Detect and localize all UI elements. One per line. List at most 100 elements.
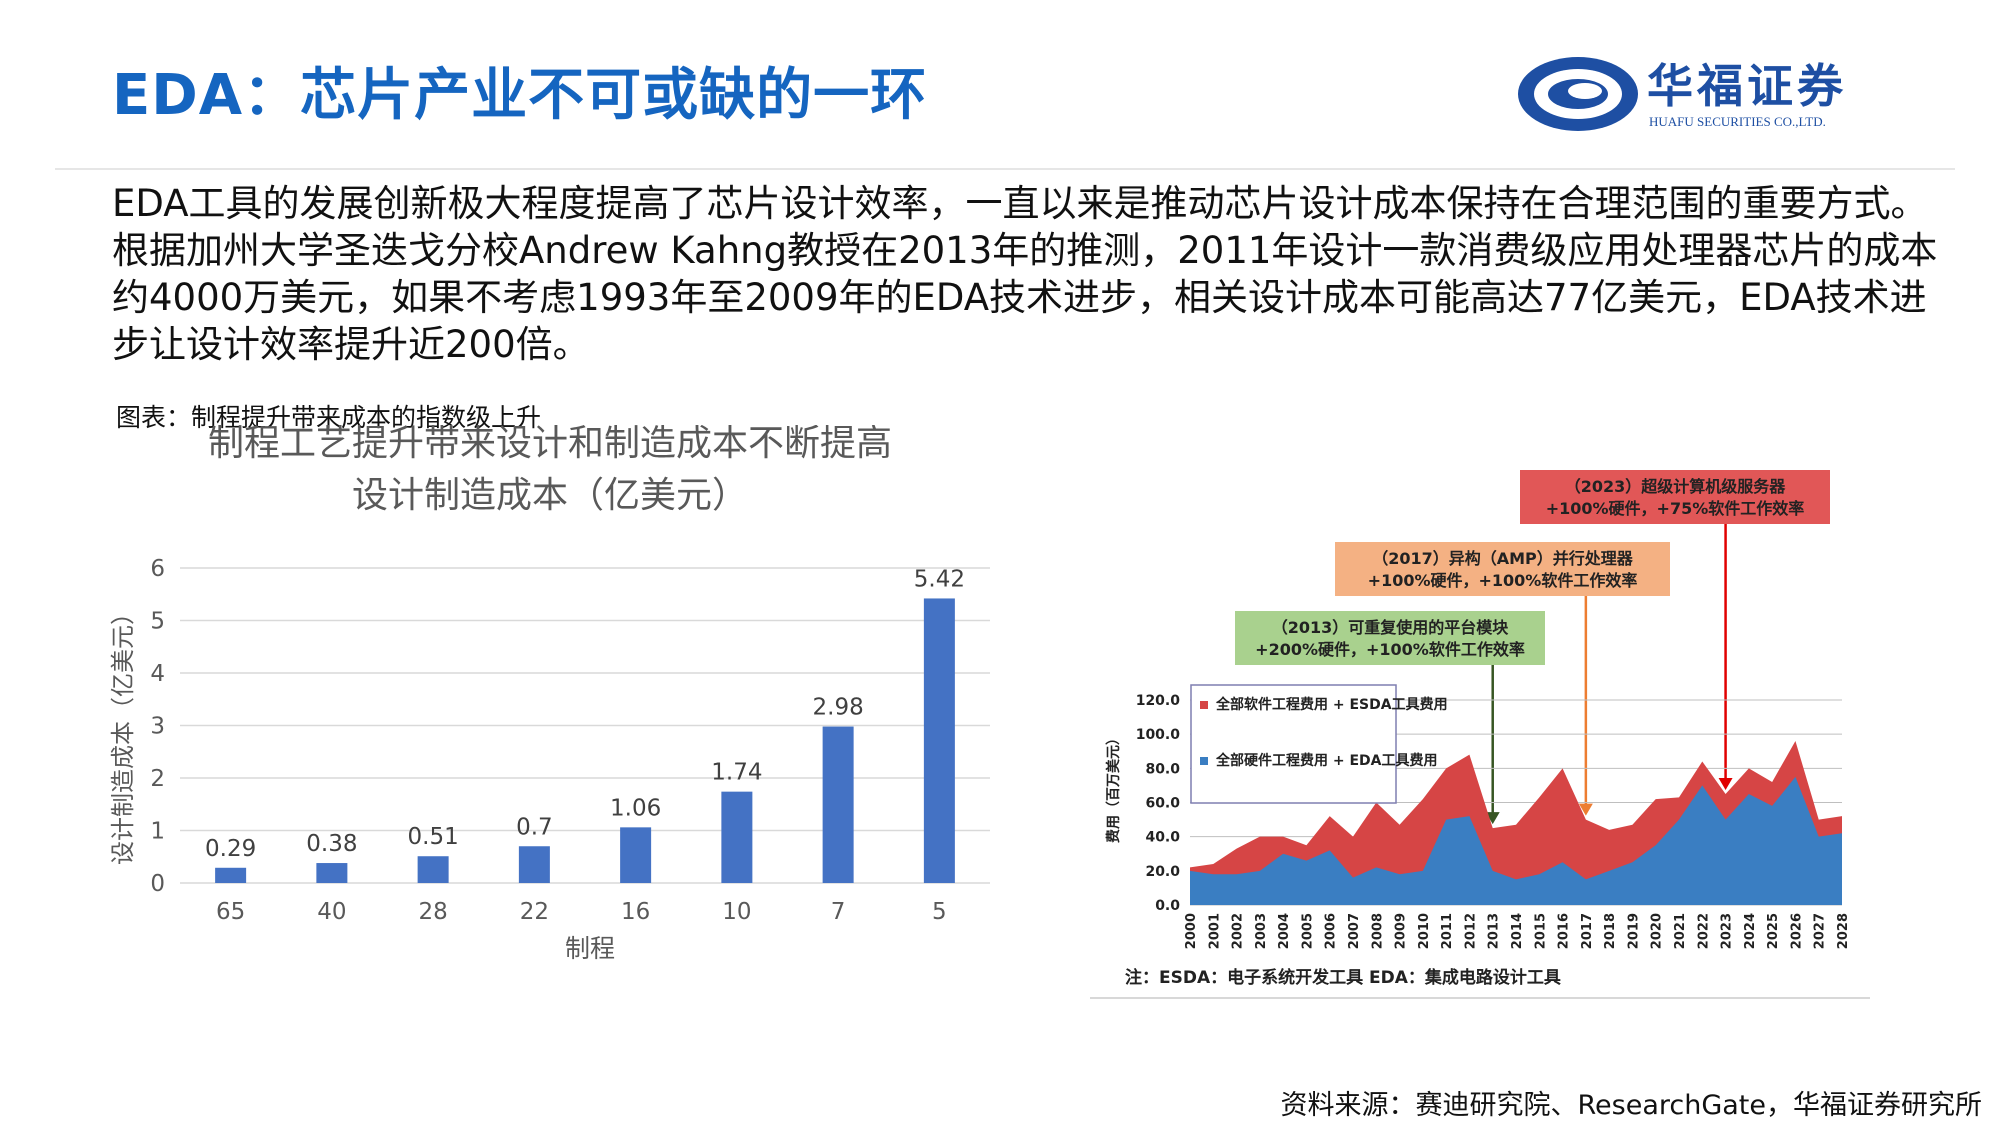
logo-chinese-name: 华福证券 — [1647, 59, 1847, 113]
area-x-tick-label: 2007 — [1347, 913, 1362, 949]
area-chart-y-axis-label: 费用（百万美元） — [1105, 731, 1122, 843]
page-title: EDA：芯片产业不可或缺的一环 — [112, 63, 928, 128]
bar-x-tick-label: 16 — [621, 899, 650, 925]
area-x-tick-label: 2016 — [1557, 913, 1572, 949]
bar — [316, 863, 348, 883]
legend-hardware-swatch — [1200, 757, 1208, 765]
area-y-tick-label: 80.0 — [1145, 761, 1180, 777]
area-x-tick-label: 2012 — [1463, 913, 1478, 949]
bar-data-label: 0.51 — [408, 824, 459, 850]
bar-y-tick-label: 4 — [150, 661, 165, 687]
annotation-line2: +100%硬件，+75%软件工作效率 — [1546, 499, 1805, 518]
bar — [822, 726, 854, 883]
area-x-tick-label: 2014 — [1510, 913, 1525, 949]
bar — [620, 827, 652, 883]
area-x-tick-label: 2028 — [1836, 913, 1851, 949]
area-x-tick-label: 2026 — [1789, 913, 1804, 949]
annotation-box — [1335, 542, 1670, 596]
area-x-tick-label: 2015 — [1533, 913, 1548, 949]
bar-x-tick-label: 7 — [831, 899, 846, 925]
area-x-tick-label: 2020 — [1650, 913, 1665, 949]
logo-english-name: HUAFU SECURITIES CO.,LTD. — [1649, 114, 1826, 129]
area-chart: （2013）可重复使用的平台模块 +200%硬件，+100%软件工作效率 （2017… — [1090, 470, 1870, 999]
annotation-box — [1520, 470, 1830, 524]
bar-y-tick-label: 1 — [150, 819, 165, 845]
header-divider — [55, 168, 1955, 170]
annotation-line2: +200%硬件，+100%软件工作效率 — [1255, 640, 1525, 659]
area-x-tick-label: 2024 — [1743, 913, 1758, 949]
bar-y-tick-label: 6 — [150, 556, 165, 582]
area-y-tick-label: 60.0 — [1145, 796, 1180, 812]
bar-data-label: 2.98 — [813, 695, 864, 721]
annotation-line2: +100%硬件，+100%软件工作效率 — [1368, 571, 1638, 590]
area-x-tick-label: 2009 — [1394, 913, 1409, 949]
bar-y-tick-label: 0 — [150, 871, 165, 897]
area-x-tick-label: 2005 — [1300, 913, 1315, 949]
area-x-tick-label: 2019 — [1626, 913, 1641, 949]
annotation-box — [1235, 611, 1545, 665]
bar-x-tick-label: 5 — [932, 899, 947, 925]
area-y-tick-label: 0.0 — [1155, 898, 1180, 914]
area-y-tick-label: 120.0 — [1136, 693, 1181, 709]
area-x-tick-label: 2008 — [1370, 913, 1385, 949]
bar-x-tick-label: 22 — [520, 899, 549, 925]
bar — [215, 867, 247, 883]
bar-y-tick-label: 3 — [150, 714, 165, 740]
area-chart-legend — [1190, 684, 1397, 804]
area-x-tick-label: 2003 — [1254, 913, 1269, 949]
source-note: 资料来源：赛迪研究院、ResearchGate，华福证券研究所 — [1280, 1090, 1982, 1121]
bar-chart-x-axis-label: 制程 — [565, 934, 615, 963]
area-x-tick-label: 2002 — [1231, 913, 1246, 949]
intro-paragraph: EDA工具的发展创新极大程度提高了芯片设计效率，一直以来是推动芯片设计成本保持在… — [112, 182, 1938, 366]
huafu-logo: 华福证券 HUAFU SECURITIES CO.,LTD. — [1515, 50, 1915, 140]
area-x-tick-label: 2010 — [1417, 913, 1432, 949]
bar-y-tick-label: 2 — [150, 766, 165, 792]
bar-chart-y-axis-label: 设计制造成本（亿美元） — [109, 601, 137, 865]
area-x-tick-label: 2022 — [1696, 913, 1711, 949]
annotation-arrowhead — [1718, 777, 1733, 790]
annotation-line1: （2013）可重复使用的平台模块 — [1272, 618, 1510, 637]
area-y-tick-label: 100.0 — [1136, 727, 1181, 743]
figure-caption: 图表：制程提升带来成本的指数级上升 — [116, 403, 542, 432]
area-x-tick-label: 2023 — [1720, 913, 1735, 949]
area-x-tick-label: 2025 — [1766, 913, 1781, 949]
annotation-arrowhead — [1485, 812, 1500, 825]
area-y-tick-label: 40.0 — [1145, 830, 1180, 846]
area-chart-note: 注：ESDA：电子系统开发工具 EDA：集成电路设计工具 — [1125, 967, 1561, 988]
area-x-tick-label: 2004 — [1277, 913, 1292, 949]
bar-x-tick-label: 10 — [722, 899, 751, 925]
bar-data-label: 5.42 — [914, 566, 965, 592]
annotation-line1: （2017）异构（AMP）并行处理器 — [1372, 549, 1634, 568]
bar — [518, 846, 550, 883]
annotation-arrowhead — [1578, 803, 1593, 816]
bar — [417, 856, 449, 883]
area-x-tick-label: 2018 — [1603, 913, 1618, 949]
area-y-tick-label: 20.0 — [1145, 864, 1180, 880]
area-x-tick-label: 2017 — [1580, 913, 1595, 949]
legend-software-label: 全部软件工程费用 + ESDA工具费用 — [1215, 696, 1448, 713]
area-x-tick-label: 2001 — [1207, 913, 1222, 949]
bar-x-tick-label: 40 — [317, 899, 346, 925]
bar — [721, 791, 753, 883]
bar-data-label: 1.74 — [711, 760, 762, 786]
area-x-tick-label: 2011 — [1440, 913, 1455, 949]
bar-data-label: 0.7 — [516, 814, 553, 840]
area-x-tick-label: 2013 — [1487, 913, 1502, 949]
bar-chart-subtitle: 设计制造成本（亿美元） — [352, 475, 748, 516]
bar-chart: 制程工艺提升带来设计和制造成本不断提高 设计制造成本（亿美元） 设计制造成本（亿… — [109, 425, 990, 963]
area-x-tick-label: 2021 — [1673, 913, 1688, 949]
area-x-tick-label: 2027 — [1813, 913, 1828, 949]
area-x-tick-label: 2006 — [1324, 913, 1339, 949]
area-x-tick-label: 2000 — [1184, 913, 1199, 949]
bar — [923, 598, 955, 883]
bar-y-tick-label: 5 — [150, 609, 165, 635]
bar-x-tick-label: 65 — [216, 899, 245, 925]
huafu-logo-emblem-icon — [1518, 57, 1638, 131]
bar-chart-title: 制程工艺提升带来设计和制造成本不断提高 — [208, 425, 892, 464]
area-series-hardware — [1190, 776, 1842, 905]
legend-hardware-label: 全部硬件工程费用 + EDA工具费用 — [1215, 752, 1438, 769]
bar-data-label: 0.38 — [306, 831, 357, 857]
bar-x-tick-label: 28 — [418, 899, 447, 925]
annotation-line1: （2023）超级计算机级服务器 — [1565, 477, 1787, 496]
bar-data-label: 0.29 — [205, 836, 256, 862]
